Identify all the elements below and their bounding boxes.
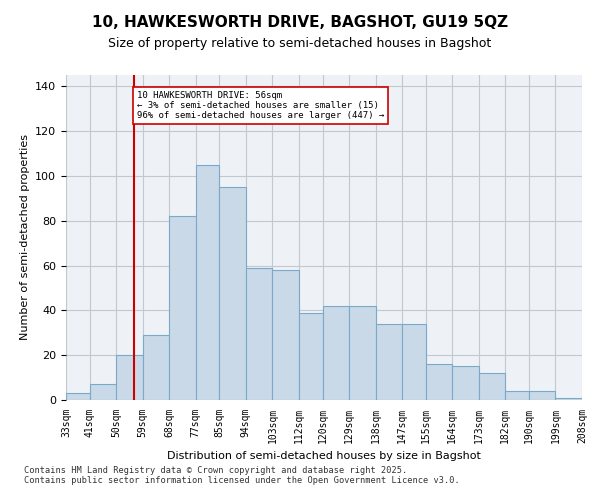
Bar xyxy=(323,306,349,400)
Bar xyxy=(89,384,116,400)
Text: 10 HAWKESWORTH DRIVE: 56sqm
← 3% of semi-detached houses are smaller (15)
96% of: 10 HAWKESWORTH DRIVE: 56sqm ← 3% of semi… xyxy=(137,90,384,120)
Bar xyxy=(426,364,452,400)
Bar xyxy=(556,398,582,400)
Bar xyxy=(143,335,169,400)
Bar xyxy=(196,164,220,400)
X-axis label: Distribution of semi-detached houses by size in Bagshot: Distribution of semi-detached houses by … xyxy=(167,451,481,461)
Bar xyxy=(402,324,426,400)
Text: Size of property relative to semi-detached houses in Bagshot: Size of property relative to semi-detach… xyxy=(109,38,491,51)
Y-axis label: Number of semi-detached properties: Number of semi-detached properties xyxy=(20,134,29,340)
Bar xyxy=(220,187,246,400)
Bar xyxy=(169,216,196,400)
Bar xyxy=(66,394,89,400)
Bar xyxy=(116,355,143,400)
Bar xyxy=(529,391,556,400)
Bar xyxy=(479,373,505,400)
Text: Contains HM Land Registry data © Crown copyright and database right 2025.
Contai: Contains HM Land Registry data © Crown c… xyxy=(24,466,460,485)
Bar xyxy=(452,366,479,400)
Bar xyxy=(246,268,272,400)
Bar xyxy=(272,270,299,400)
Bar xyxy=(349,306,376,400)
Bar xyxy=(376,324,402,400)
Bar xyxy=(505,391,529,400)
Bar xyxy=(299,312,323,400)
Text: 10, HAWKESWORTH DRIVE, BAGSHOT, GU19 5QZ: 10, HAWKESWORTH DRIVE, BAGSHOT, GU19 5QZ xyxy=(92,15,508,30)
